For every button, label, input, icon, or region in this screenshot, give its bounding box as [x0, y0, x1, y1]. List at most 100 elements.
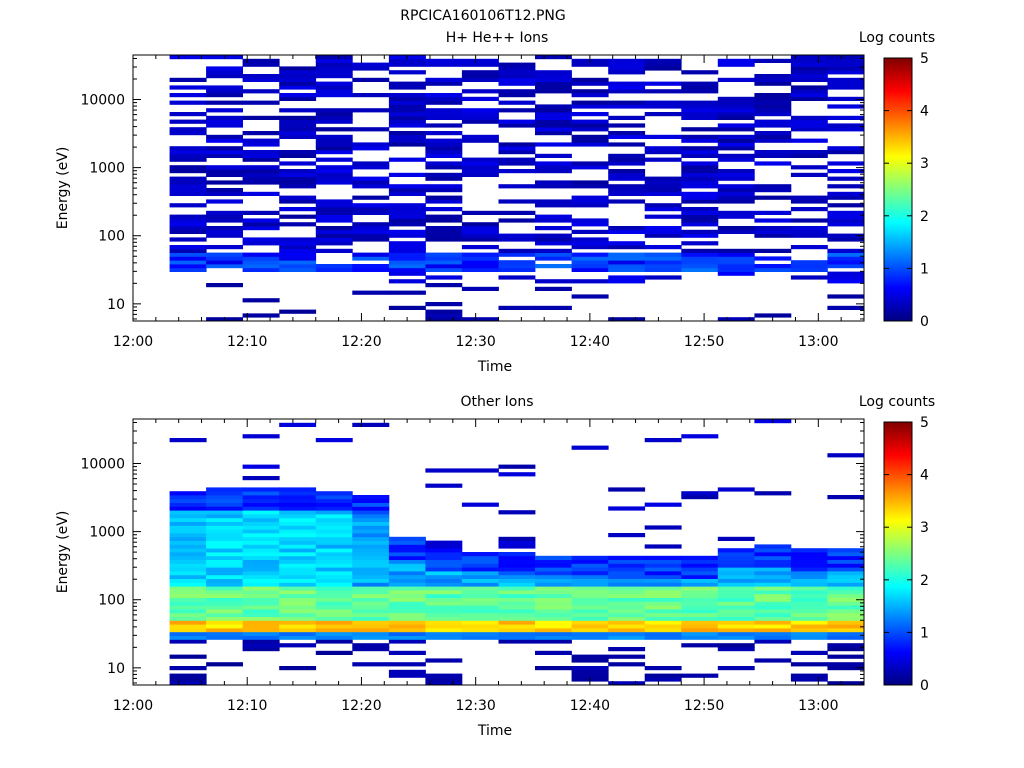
- heatmap-cell: [206, 567, 243, 572]
- heatmap-cell: [681, 229, 719, 234]
- heatmap-cell: [352, 127, 390, 132]
- heatmap-cell: [206, 210, 243, 215]
- heatmap-cell: [790, 119, 828, 124]
- heatmap-cell: [206, 559, 243, 564]
- heatmap-cell: [461, 74, 499, 79]
- heatmap-cell: [608, 624, 646, 629]
- heatmap-cell: [461, 138, 499, 143]
- heatmap-cell: [242, 165, 280, 170]
- heatmap-cell: [279, 115, 317, 120]
- heatmap-cell: [461, 226, 499, 231]
- heatmap-cell: [388, 540, 426, 545]
- heatmap-cell: [571, 104, 609, 109]
- heatmap-cell: [644, 207, 682, 212]
- heatmap-cell: [608, 115, 646, 120]
- heatmap-cell: [498, 210, 536, 215]
- heatmap-cell: [790, 673, 828, 678]
- heatmap-cell: [608, 66, 646, 71]
- heatmap-cell: [315, 172, 353, 177]
- heatmap-cell: [498, 536, 536, 541]
- heatmap-cell: [608, 176, 646, 181]
- heatmap-cell: [315, 142, 353, 147]
- heatmap-cell: [717, 578, 755, 583]
- heatmap-cell: [827, 681, 865, 686]
- heatmap-cell: [681, 241, 719, 246]
- heatmap-cell: [535, 279, 572, 284]
- heatmap-cell: [571, 605, 609, 610]
- heatmap-cell: [206, 662, 243, 667]
- heatmap-cell: [169, 559, 207, 564]
- heatmap-cell: [644, 567, 682, 572]
- heatmap-cell: [608, 559, 646, 564]
- heatmap-cell: [754, 153, 792, 158]
- heatmap-cell: [571, 100, 609, 105]
- heatmap-cell: [315, 567, 353, 572]
- heatmap-cell: [425, 184, 463, 189]
- heatmap-cell: [279, 74, 317, 79]
- heatmap-cell: [388, 548, 426, 553]
- heatmap-cell: [498, 612, 536, 617]
- x-tick-label: 12:00: [113, 334, 153, 350]
- heatmap-cell: [315, 502, 353, 507]
- heatmap-cell: [169, 510, 207, 515]
- heatmap-cell: [425, 153, 463, 158]
- heatmap-cell: [352, 207, 390, 212]
- heatmap-cell: [827, 85, 865, 90]
- heatmap-cell: [754, 658, 792, 663]
- heatmap-cell: [206, 256, 243, 261]
- heatmap-cell: [681, 601, 719, 606]
- heatmap-cell: [169, 525, 207, 530]
- heatmap-cell: [388, 609, 426, 614]
- heatmap-cell: [206, 70, 243, 75]
- heatmap-cell: [498, 472, 536, 477]
- heatmap-cell: [315, 150, 353, 155]
- heatmap-cell: [242, 635, 280, 640]
- heatmap-cell: [425, 264, 463, 269]
- heatmap-cell: [571, 593, 609, 598]
- heatmap-cell: [571, 89, 609, 94]
- heatmap-cell: [790, 165, 828, 170]
- heatmap-cell: [352, 643, 390, 648]
- heatmap-cell: [498, 567, 536, 572]
- heatmap-cell: [242, 191, 280, 196]
- heatmap-cell: [644, 150, 682, 155]
- heatmap-cell: [425, 207, 463, 212]
- heatmap-cell: [279, 267, 317, 272]
- heatmap-cell: [352, 237, 390, 242]
- heatmap-cell: [425, 256, 463, 261]
- heatmap-cell: [169, 157, 207, 162]
- heatmap-cell: [315, 74, 353, 79]
- heatmap-cell: [352, 597, 390, 602]
- heatmap-cell: [242, 434, 280, 439]
- heatmap-cell: [571, 620, 609, 625]
- heatmap-cell: [790, 567, 828, 572]
- heatmap-cell: [352, 536, 390, 541]
- heatmap-cell: [535, 631, 572, 636]
- heatmap-cell: [169, 544, 207, 549]
- heatmap-cell: [535, 582, 572, 587]
- heatmap-cell: [498, 248, 536, 253]
- heatmap-cell: [242, 582, 280, 587]
- heatmap-cell: [388, 58, 426, 63]
- heatmap-cell: [461, 586, 499, 591]
- panel1-colorbar: 0 1 2 3 4 5: [883, 51, 929, 330]
- heatmap-cell: [790, 267, 828, 272]
- heatmap-cell: [206, 536, 243, 541]
- heatmap-cell: [681, 631, 719, 636]
- heatmap-cell: [425, 677, 463, 682]
- heatmap-cell: [644, 597, 682, 602]
- heatmap-cell: [535, 226, 572, 231]
- heatmap-cell: [717, 597, 755, 602]
- heatmap-cell: [681, 605, 719, 610]
- heatmap-cell: [242, 180, 280, 185]
- heatmap-cell: [206, 631, 243, 636]
- heatmap-cell: [717, 601, 755, 606]
- heatmap-cell: [790, 593, 828, 598]
- heatmap-cell: [827, 305, 865, 310]
- heatmap-cell: [315, 521, 353, 526]
- panel1-colorbar-label: Log counts: [859, 30, 935, 46]
- heatmap-cell: [242, 605, 280, 610]
- heatmap-cell: [717, 317, 755, 322]
- heatmap-cell: [790, 275, 828, 280]
- heatmap-cell: [644, 264, 682, 269]
